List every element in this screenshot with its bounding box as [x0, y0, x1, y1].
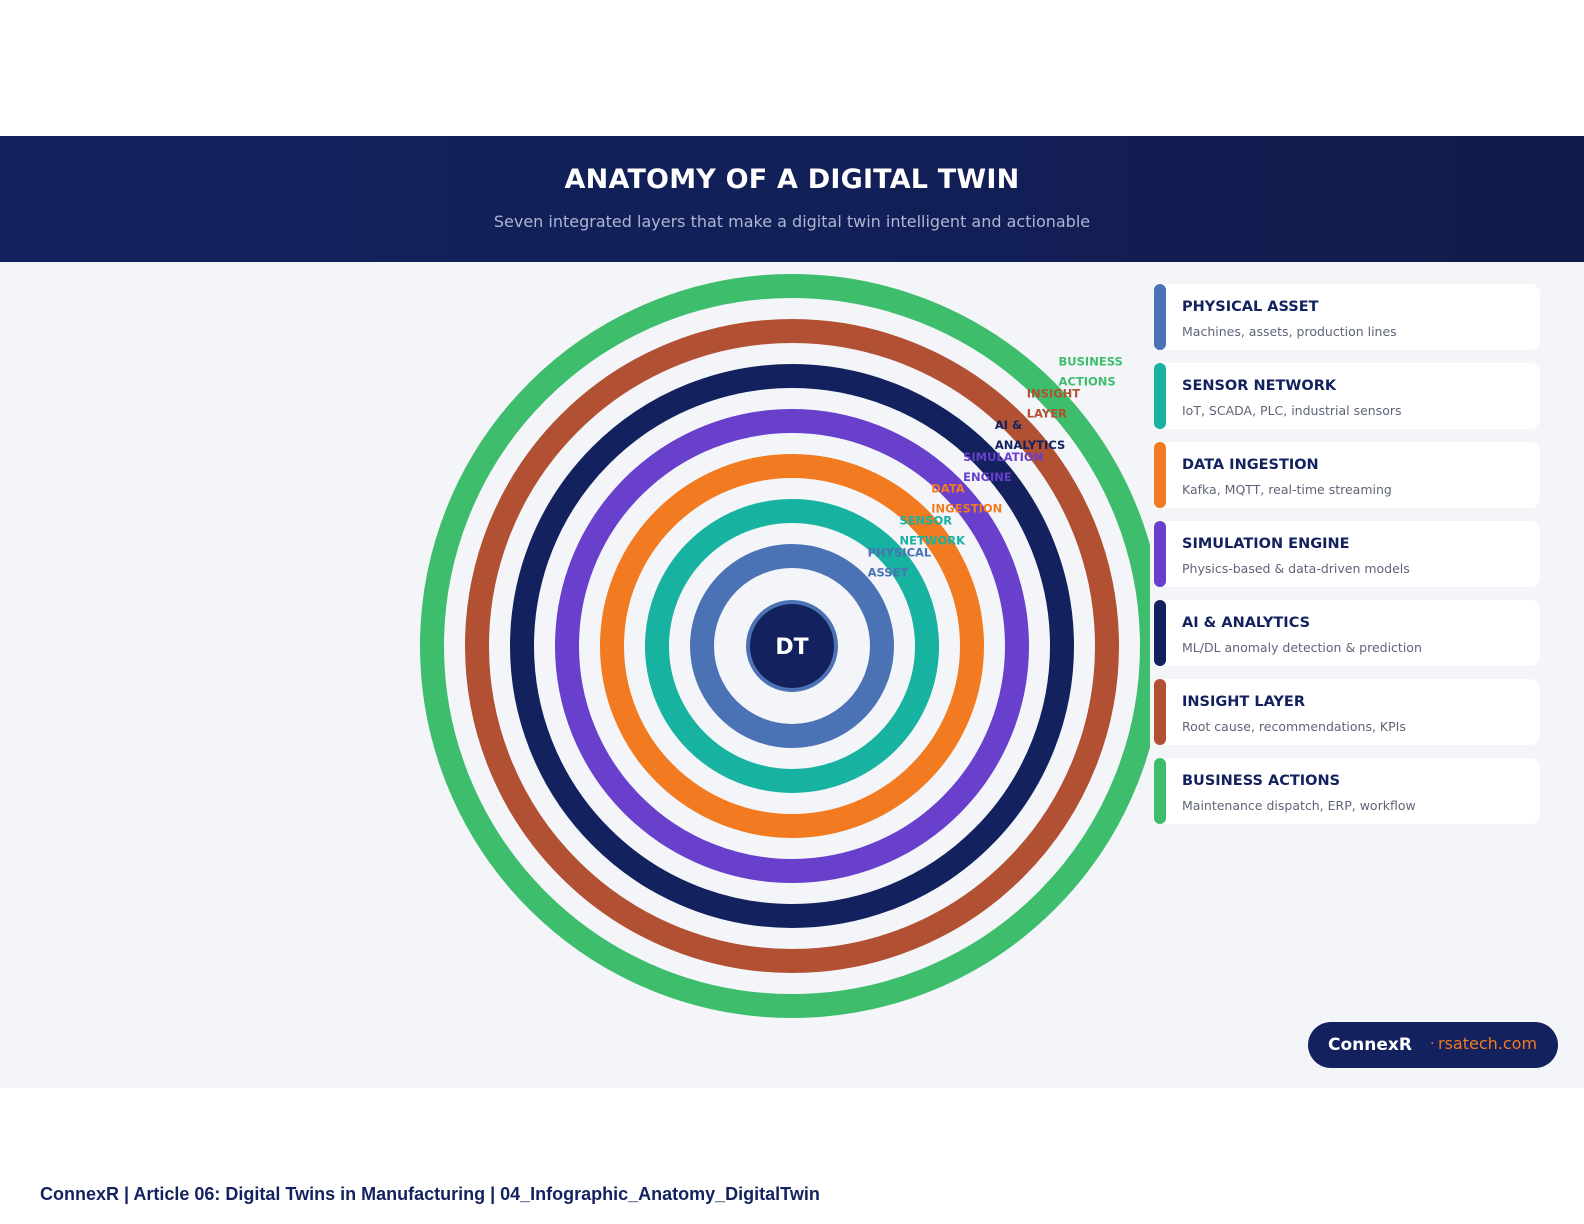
ring-ai [510, 364, 1074, 928]
page-title: ANATOMY OF A DIGITAL TWIN [564, 164, 1020, 195]
brand-site: rsatech.com [1438, 1034, 1538, 1053]
legend-card-insight-layer: INSIGHT LAYER Root cause, recommendation… [1154, 679, 1540, 745]
legend-card-description: ML/DL anomaly detection & prediction [1182, 640, 1422, 655]
brand-separator: · [1430, 1036, 1435, 1052]
ring-data [600, 454, 984, 838]
ring-business [420, 274, 1150, 1018]
ring-insight [465, 319, 1119, 973]
page-subtitle: Seven integrated layers that make a digi… [493, 212, 1091, 231]
ring-label: AI & ANALYTICS [995, 418, 1065, 452]
legend-card-title: PHYSICAL ASSET [1182, 299, 1319, 315]
legend-card-title: DATA INGESTION [1182, 457, 1319, 473]
ring-simulation [555, 409, 1029, 883]
legend-color-bar [1154, 363, 1166, 429]
legend-card-business-actions: BUSINESS ACTIONS Maintenance dispatch, E… [1154, 758, 1540, 824]
ring-label: BUSINESS ACTIONS [1059, 354, 1123, 388]
ring-sensor [645, 499, 939, 793]
header-banner: ANATOMY OF A DIGITAL TWIN Seven integrat… [0, 136, 1584, 262]
legend-card-ai-analytics: AI & ANALYTICS ML/DL anomaly detection &… [1154, 600, 1540, 666]
legend-card-description: Maintenance dispatch, ERP, workflow [1182, 798, 1416, 813]
center-disc [746, 600, 838, 692]
legend-color-bar [1154, 679, 1166, 745]
legend-card-description: IoT, SCADA, PLC, industrial sensors [1182, 403, 1402, 418]
ring-label: SIMULATION ENGINE [963, 450, 1043, 484]
footer-caption: ConnexR | Article 06: Digital Twins in M… [40, 1184, 820, 1204]
legend-card-title: BUSINESS ACTIONS [1182, 773, 1341, 789]
legend-card-description: Root cause, recommendations, KPIs [1182, 719, 1406, 734]
legend-color-bar [1154, 284, 1166, 350]
legend-card-description: Kafka, MQTT, real-time streaming [1182, 482, 1392, 497]
content-panel: DT PHYSICAL ASSET SENSOR NETWORK DATA INGESTIO… [0, 262, 1584, 1088]
legend-card-data-ingestion: DATA INGESTION Kafka, MQTT, real-time st… [1154, 442, 1540, 508]
legend-color-bar [1154, 442, 1166, 508]
ring-label: SENSOR NETWORK [899, 514, 966, 548]
brand-name: ConnexR [1328, 1035, 1412, 1055]
legend-color-bar [1154, 600, 1166, 666]
legend-card-title: INSIGHT LAYER [1182, 694, 1305, 710]
legend-color-bar [1154, 758, 1166, 824]
legend-card-title: SENSOR NETWORK [1182, 378, 1337, 394]
legend-card-sensor-network: SENSOR NETWORK IoT, SCADA, PLC, industri… [1154, 363, 1540, 429]
legend-card-simulation-engine: SIMULATION ENGINE Physics-based & data-d… [1154, 521, 1540, 587]
brand-badge: ConnexR · rsatech.com [1308, 1022, 1558, 1068]
center-label: DT [775, 635, 808, 660]
legend-card-title: AI & ANALYTICS [1182, 615, 1311, 631]
ring-label: PHYSICAL ASSET [868, 545, 932, 579]
legend-card-description: Machines, assets, production lines [1182, 324, 1397, 339]
ring-physical [690, 544, 894, 748]
ring-label: INSIGHT LAYER [1027, 386, 1081, 420]
legend-card-physical-asset: PHYSICAL ASSET Machines, assets, product… [1154, 284, 1540, 350]
legend-card-title: SIMULATION ENGINE [1182, 536, 1350, 552]
legend-card-description: Physics-based & data-driven models [1182, 561, 1410, 576]
ring-label: DATA INGESTION [931, 482, 1002, 516]
legend-color-bar [1154, 521, 1166, 587]
